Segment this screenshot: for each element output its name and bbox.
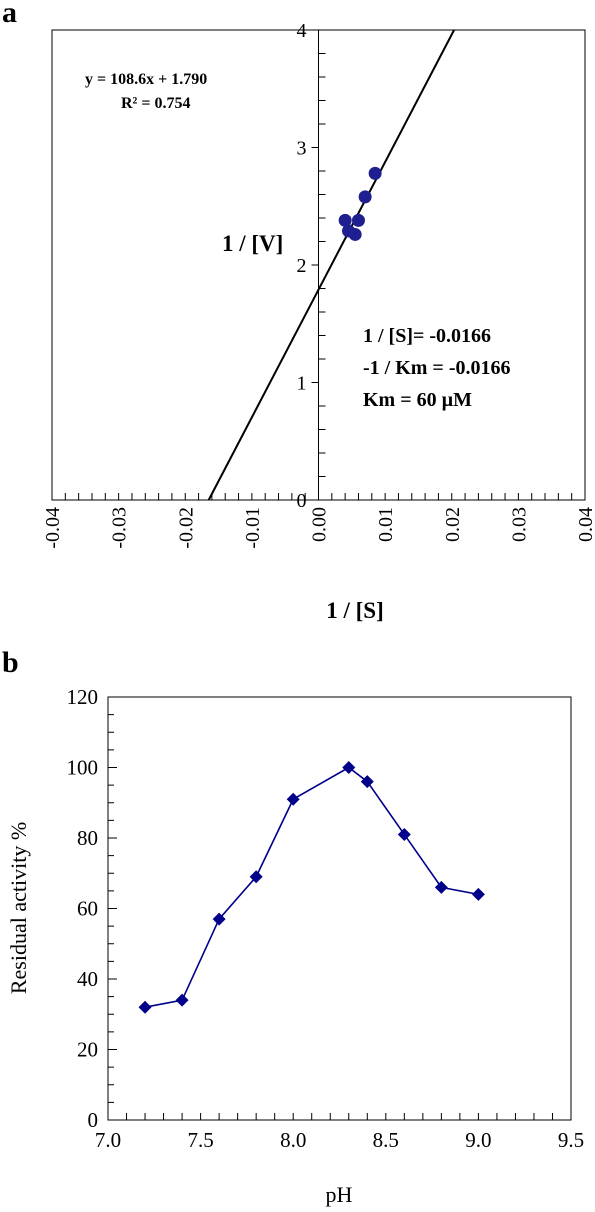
panel-b-data-point — [212, 912, 226, 926]
panel-b-data-point — [360, 775, 374, 789]
panel-a-trendline — [207, 29, 455, 501]
panel-b-plot-frame — [107, 696, 572, 1121]
panel-a-x-tick-label: 0.02 — [442, 507, 464, 542]
panel-b-y-tick-label: 60 — [77, 897, 98, 921]
panel-b-ph-activity-plot: b 7.0 7.5 8.0 8.5 9.0 9.5 0 20 40 60 80 100 120 pH R… — [2, 646, 584, 1207]
panel-b-x-axis-title: pH — [326, 1182, 353, 1207]
panel-b-data-point — [434, 880, 448, 894]
panel-a-data-point — [351, 213, 365, 227]
panel-a-annotation-km: Km = 60 µM — [363, 389, 472, 411]
panel-b-tick-labels: 7.0 7.5 8.0 8.5 9.0 9.5 0 20 40 60 80 100 120 — [67, 685, 585, 1152]
panel-b-y-tick-label: 0 — [88, 1108, 99, 1132]
panel-a-y-tick-label: 4 — [297, 20, 307, 42]
panel-a-data-point — [338, 213, 352, 227]
panel-b-data-point — [397, 827, 411, 841]
panel-b-x-tick-label: 9.5 — [558, 1128, 584, 1152]
panel-b-letter: b — [2, 646, 19, 679]
panel-a-tick-labels: -0.04 -0.03 -0.02 -0.01 0.00 0.01 0.02 0.03 0.04… — [42, 20, 595, 549]
panel-b-axes — [107, 696, 572, 1121]
panel-a-x-tick-label: -0.02 — [175, 507, 197, 549]
panel-a-x-axis-title: 1 / [S] — [326, 598, 384, 623]
panel-a-axes — [51, 29, 586, 501]
panel-b-data-point — [249, 870, 263, 884]
panel-b-data-points — [138, 761, 485, 1014]
panel-a-data-points — [338, 166, 382, 241]
panel-a-x-tick-label: -0.04 — [42, 507, 64, 549]
panel-a-regression-equation: y = 108.6x + 1.790 — [85, 71, 207, 88]
panel-a-y-tick-label: 2 — [297, 255, 307, 277]
panel-b-data-point — [342, 761, 356, 774]
panel-b-data-point — [471, 887, 485, 901]
panel-a-y-tick-label: 3 — [297, 138, 307, 160]
panel-b-data-point — [286, 792, 300, 806]
panel-b-y-tick-label: 80 — [77, 826, 98, 850]
panel-a-y-tick-label: 0 — [297, 490, 307, 512]
panel-a-data-point — [358, 190, 372, 204]
panel-b-y-tick-label: 20 — [77, 1038, 98, 1062]
panel-a-y-axis-title: 1 / [V] — [222, 231, 283, 256]
panel-a-x-tick-label: 0.04 — [575, 507, 595, 542]
panel-b-y-tick-label: 40 — [77, 967, 98, 991]
panel-b-data-point — [175, 993, 189, 1007]
panel-a-data-point — [348, 227, 362, 241]
panel-b-x-tick-label: 9.0 — [465, 1128, 491, 1152]
panel-a-x-tick-label: 0.00 — [309, 507, 331, 542]
panel-a-y-tick-label: 1 — [297, 373, 307, 395]
panel-a-lineweaver-burk-plot: a -0.04 -0.03 -0.02 -0.01 0.00 0.01 0.02 0.03 0.… — [2, 0, 595, 623]
panel-b-x-tick-label: 8.0 — [280, 1128, 306, 1152]
panel-a-letter: a — [2, 0, 17, 29]
panel-b-x-tick-label: 7.0 — [95, 1128, 121, 1152]
panel-b-y-axis-title: Residual activity % — [6, 822, 31, 994]
panel-a-data-point — [368, 166, 382, 180]
panel-b-data-point — [138, 1000, 152, 1014]
panel-b-x-tick-label: 8.5 — [373, 1128, 399, 1152]
panel-a-x-tick-label: -0.01 — [242, 507, 264, 549]
panel-b-y-tick-label: 120 — [67, 685, 99, 709]
panel-b-x-tick-label: 7.5 — [187, 1128, 213, 1152]
panel-a-annotation-1s: 1 / [S]= -0.0166 — [363, 325, 491, 347]
panel-b-y-tick-label: 100 — [67, 756, 99, 780]
panel-a-x-tick-label: 0.01 — [375, 507, 397, 542]
panel-a-x-tick-label: 0.03 — [508, 507, 530, 542]
panel-a-r-squared: R² = 0.754 — [121, 95, 190, 112]
panel-a-annotation-1km: -1 / Km = -0.0166 — [363, 357, 511, 379]
panel-b-series-line — [144, 766, 479, 1008]
panel-a-x-tick-label: -0.03 — [109, 507, 131, 549]
